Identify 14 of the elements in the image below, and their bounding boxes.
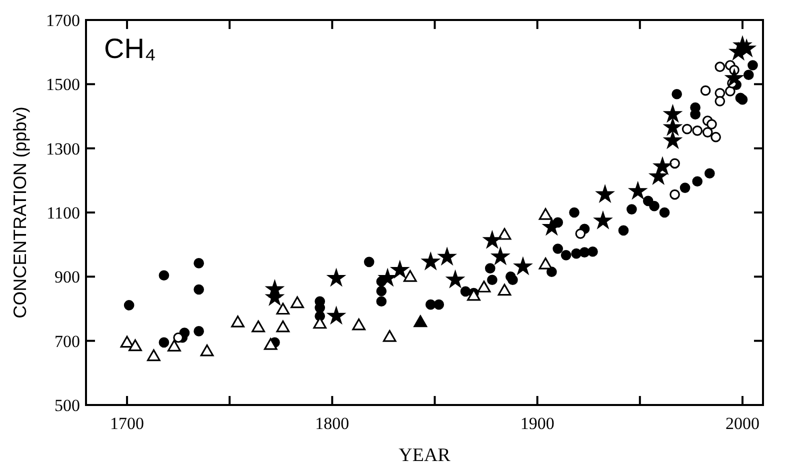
y-tick-label: 500: [54, 396, 80, 415]
y-tick-label: 1100: [46, 203, 80, 222]
y-axis-title: CONCENTRATION (ppbv): [10, 106, 30, 318]
x-tick-label: 1700: [110, 414, 144, 433]
text: CH₄: [104, 33, 156, 64]
y-tick-label: 1500: [46, 75, 80, 94]
y-tick-label: 700: [54, 332, 80, 351]
x-tick-label: 2000: [725, 414, 760, 433]
x-tick-label: 1900: [520, 414, 554, 433]
y-tick-label: 900: [54, 268, 80, 287]
x-axis-title: YEAR: [398, 445, 451, 466]
x-tick-label: 1800: [315, 414, 350, 433]
y-tick-label: 1700: [46, 10, 80, 30]
y-tick-label: 1300: [46, 139, 80, 158]
